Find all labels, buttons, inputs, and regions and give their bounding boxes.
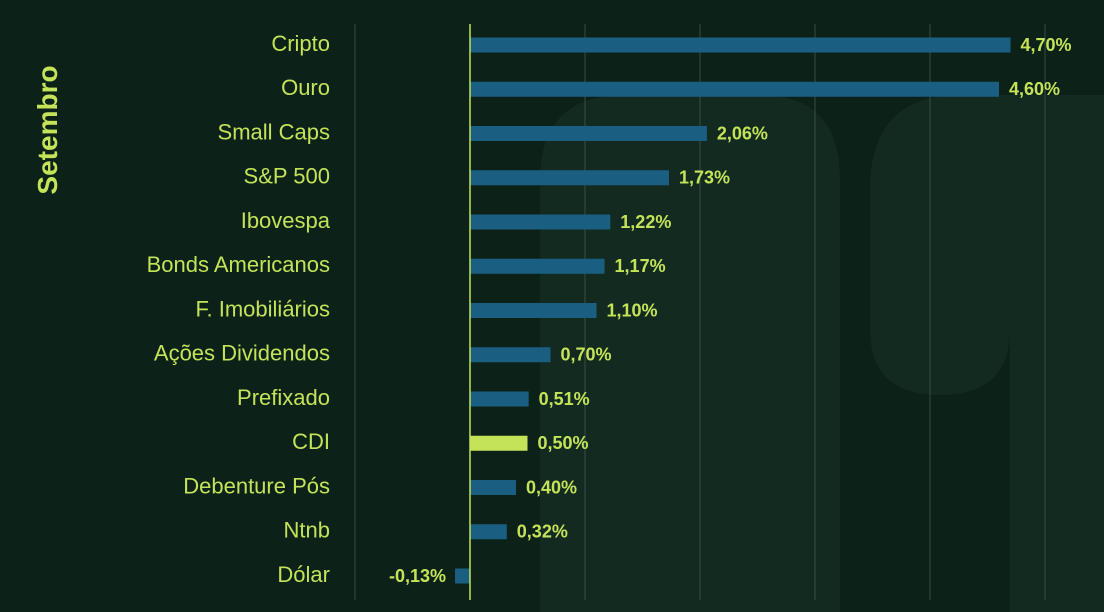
bar-ntnb xyxy=(470,524,507,540)
category-label: Bonds Americanos xyxy=(147,252,330,277)
value-label: 1,17% xyxy=(615,256,666,276)
category-label: Ntnb xyxy=(284,518,330,543)
category-label: Cripto xyxy=(271,31,330,56)
value-label: 0,51% xyxy=(539,389,590,409)
bar-ouro xyxy=(470,81,999,97)
category-label: CDI xyxy=(292,429,330,454)
bar-ibovespa xyxy=(470,214,611,230)
category-label: S&P 500 xyxy=(244,164,330,189)
value-label: 1,73% xyxy=(679,168,730,188)
value-label: 0,40% xyxy=(526,477,577,497)
value-label: 2,06% xyxy=(717,123,768,143)
value-label: 4,60% xyxy=(1009,79,1060,99)
category-label: Ibovespa xyxy=(241,208,331,233)
category-label: Ouro xyxy=(281,75,330,100)
category-label: Debenture Pós xyxy=(183,473,330,498)
category-label: Dólar xyxy=(277,562,330,587)
category-label: Prefixado xyxy=(237,385,330,410)
bar-debenture-pos xyxy=(470,480,516,495)
bar-cripto xyxy=(470,37,1011,53)
value-label: 4,70% xyxy=(1021,35,1072,55)
value-label: 0,32% xyxy=(517,522,568,542)
value-label: 1,22% xyxy=(620,212,671,232)
bar-f-imobiliarios xyxy=(470,303,597,318)
value-label: -0,13% xyxy=(389,566,446,586)
bar-dolar xyxy=(455,568,470,584)
value-label: 1,10% xyxy=(607,300,658,320)
value-label: 0,70% xyxy=(561,345,612,365)
bar-bonds-americanos xyxy=(470,258,605,274)
bar-prefixado xyxy=(470,391,529,407)
bar-acoes-dividendos xyxy=(470,347,551,363)
bar-small-caps xyxy=(470,126,707,141)
category-label: Ações Dividendos xyxy=(154,341,330,366)
value-label: 0,50% xyxy=(538,433,589,453)
bar-cdi xyxy=(470,435,528,451)
category-label: F. Imobiliários xyxy=(196,296,330,321)
category-label: Small Caps xyxy=(218,119,330,144)
bar-s-p-500 xyxy=(470,170,669,186)
